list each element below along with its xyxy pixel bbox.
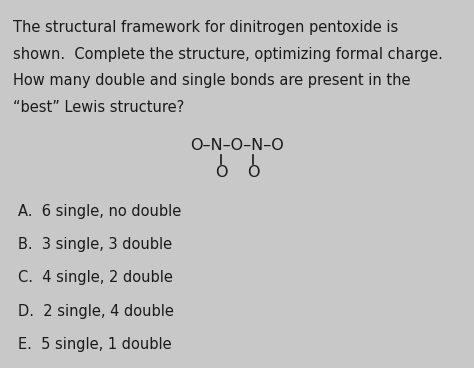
- Text: E.  5 single, 1 double: E. 5 single, 1 double: [18, 337, 172, 352]
- Text: C.  4 single, 2 double: C. 4 single, 2 double: [18, 270, 173, 286]
- Text: “best” Lewis structure?: “best” Lewis structure?: [13, 100, 184, 115]
- Text: D.  2 single, 4 double: D. 2 single, 4 double: [18, 304, 174, 319]
- Text: The structural framework for dinitrogen pentoxide is: The structural framework for dinitrogen …: [13, 20, 399, 35]
- Text: shown.  Complete the structure, optimizing formal charge.: shown. Complete the structure, optimizin…: [13, 47, 443, 62]
- Text: O–N–O–N–O: O–N–O–N–O: [190, 138, 284, 153]
- Text: O: O: [215, 165, 227, 180]
- Text: How many double and single bonds are present in the: How many double and single bonds are pre…: [13, 73, 411, 88]
- Text: A.  6 single, no double: A. 6 single, no double: [18, 204, 181, 219]
- Text: B.  3 single, 3 double: B. 3 single, 3 double: [18, 237, 172, 252]
- Text: O: O: [247, 165, 259, 180]
